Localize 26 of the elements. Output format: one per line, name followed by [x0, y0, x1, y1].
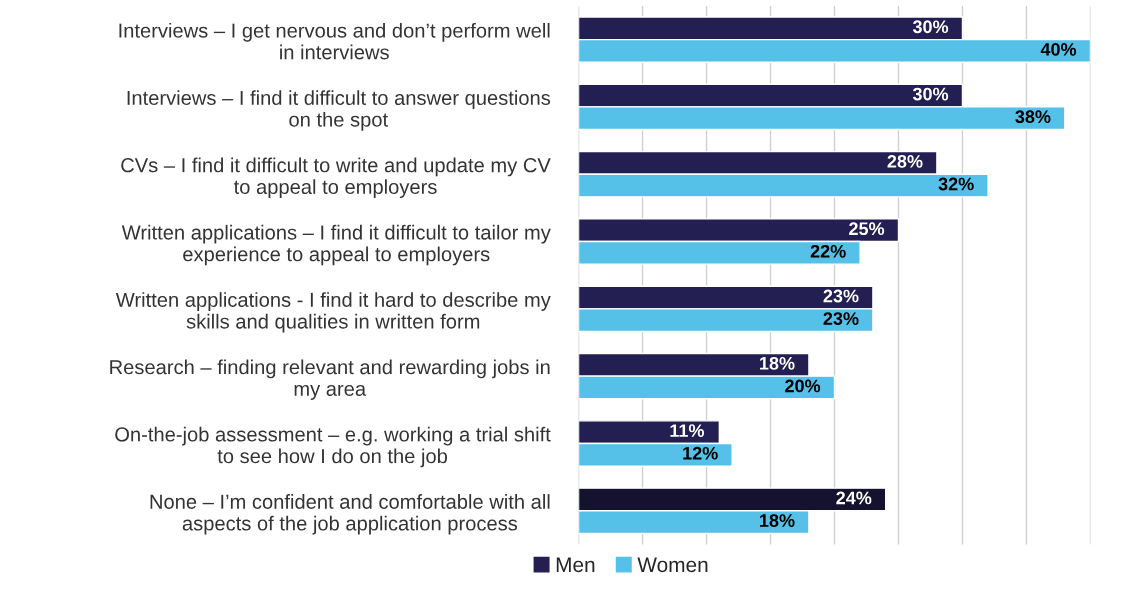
data-label: 23% — [823, 312, 859, 326]
data-label: 18% — [760, 514, 795, 527]
legend-label: Men — [556, 557, 595, 573]
y-tick-label: Research – finding relevant and rewarding jobs in my area — [110, 359, 550, 400]
data-label: 25% — [849, 222, 885, 236]
y-tick-label: Interviews – I get nervous and don’t perform well in interviews — [119, 22, 550, 60]
data-label: 40% — [1040, 42, 1077, 56]
data-label: 18% — [760, 356, 795, 370]
data-label: 22% — [810, 244, 846, 258]
y-tick-label: Interviews – I find it difficult to answer questions on the spot — [127, 90, 551, 131]
data-label: 30% — [912, 87, 949, 101]
data-label: 30% — [912, 20, 949, 34]
data-label: 11% — [670, 424, 704, 437]
data-label: 12% — [683, 446, 718, 460]
data-label: 20% — [785, 379, 821, 393]
data-label: 28% — [887, 154, 923, 168]
data-label: 24% — [836, 491, 872, 505]
data-label: 38% — [1015, 110, 1051, 124]
data-label: 23% — [823, 289, 859, 303]
y-tick-label: Written applications - I find it hard to describe my skills and qualities in written form — [115, 292, 551, 333]
legend-label: Women — [637, 557, 708, 573]
y-tick-label: CVs – I find it difficult to write and update my CV to appeal to employers — [121, 157, 551, 198]
y-tick-label: None – I’m confident and comfortable with all aspects of the job application process — [150, 494, 550, 535]
y-tick-label: On-the-job assessment – e.g. working a trial shift to see how I do on the job — [115, 426, 551, 468]
data-label: 32% — [938, 177, 974, 191]
y-tick-label: Written applications – I find it difficult to tailor my experience to appeal to employers — [121, 224, 551, 266]
